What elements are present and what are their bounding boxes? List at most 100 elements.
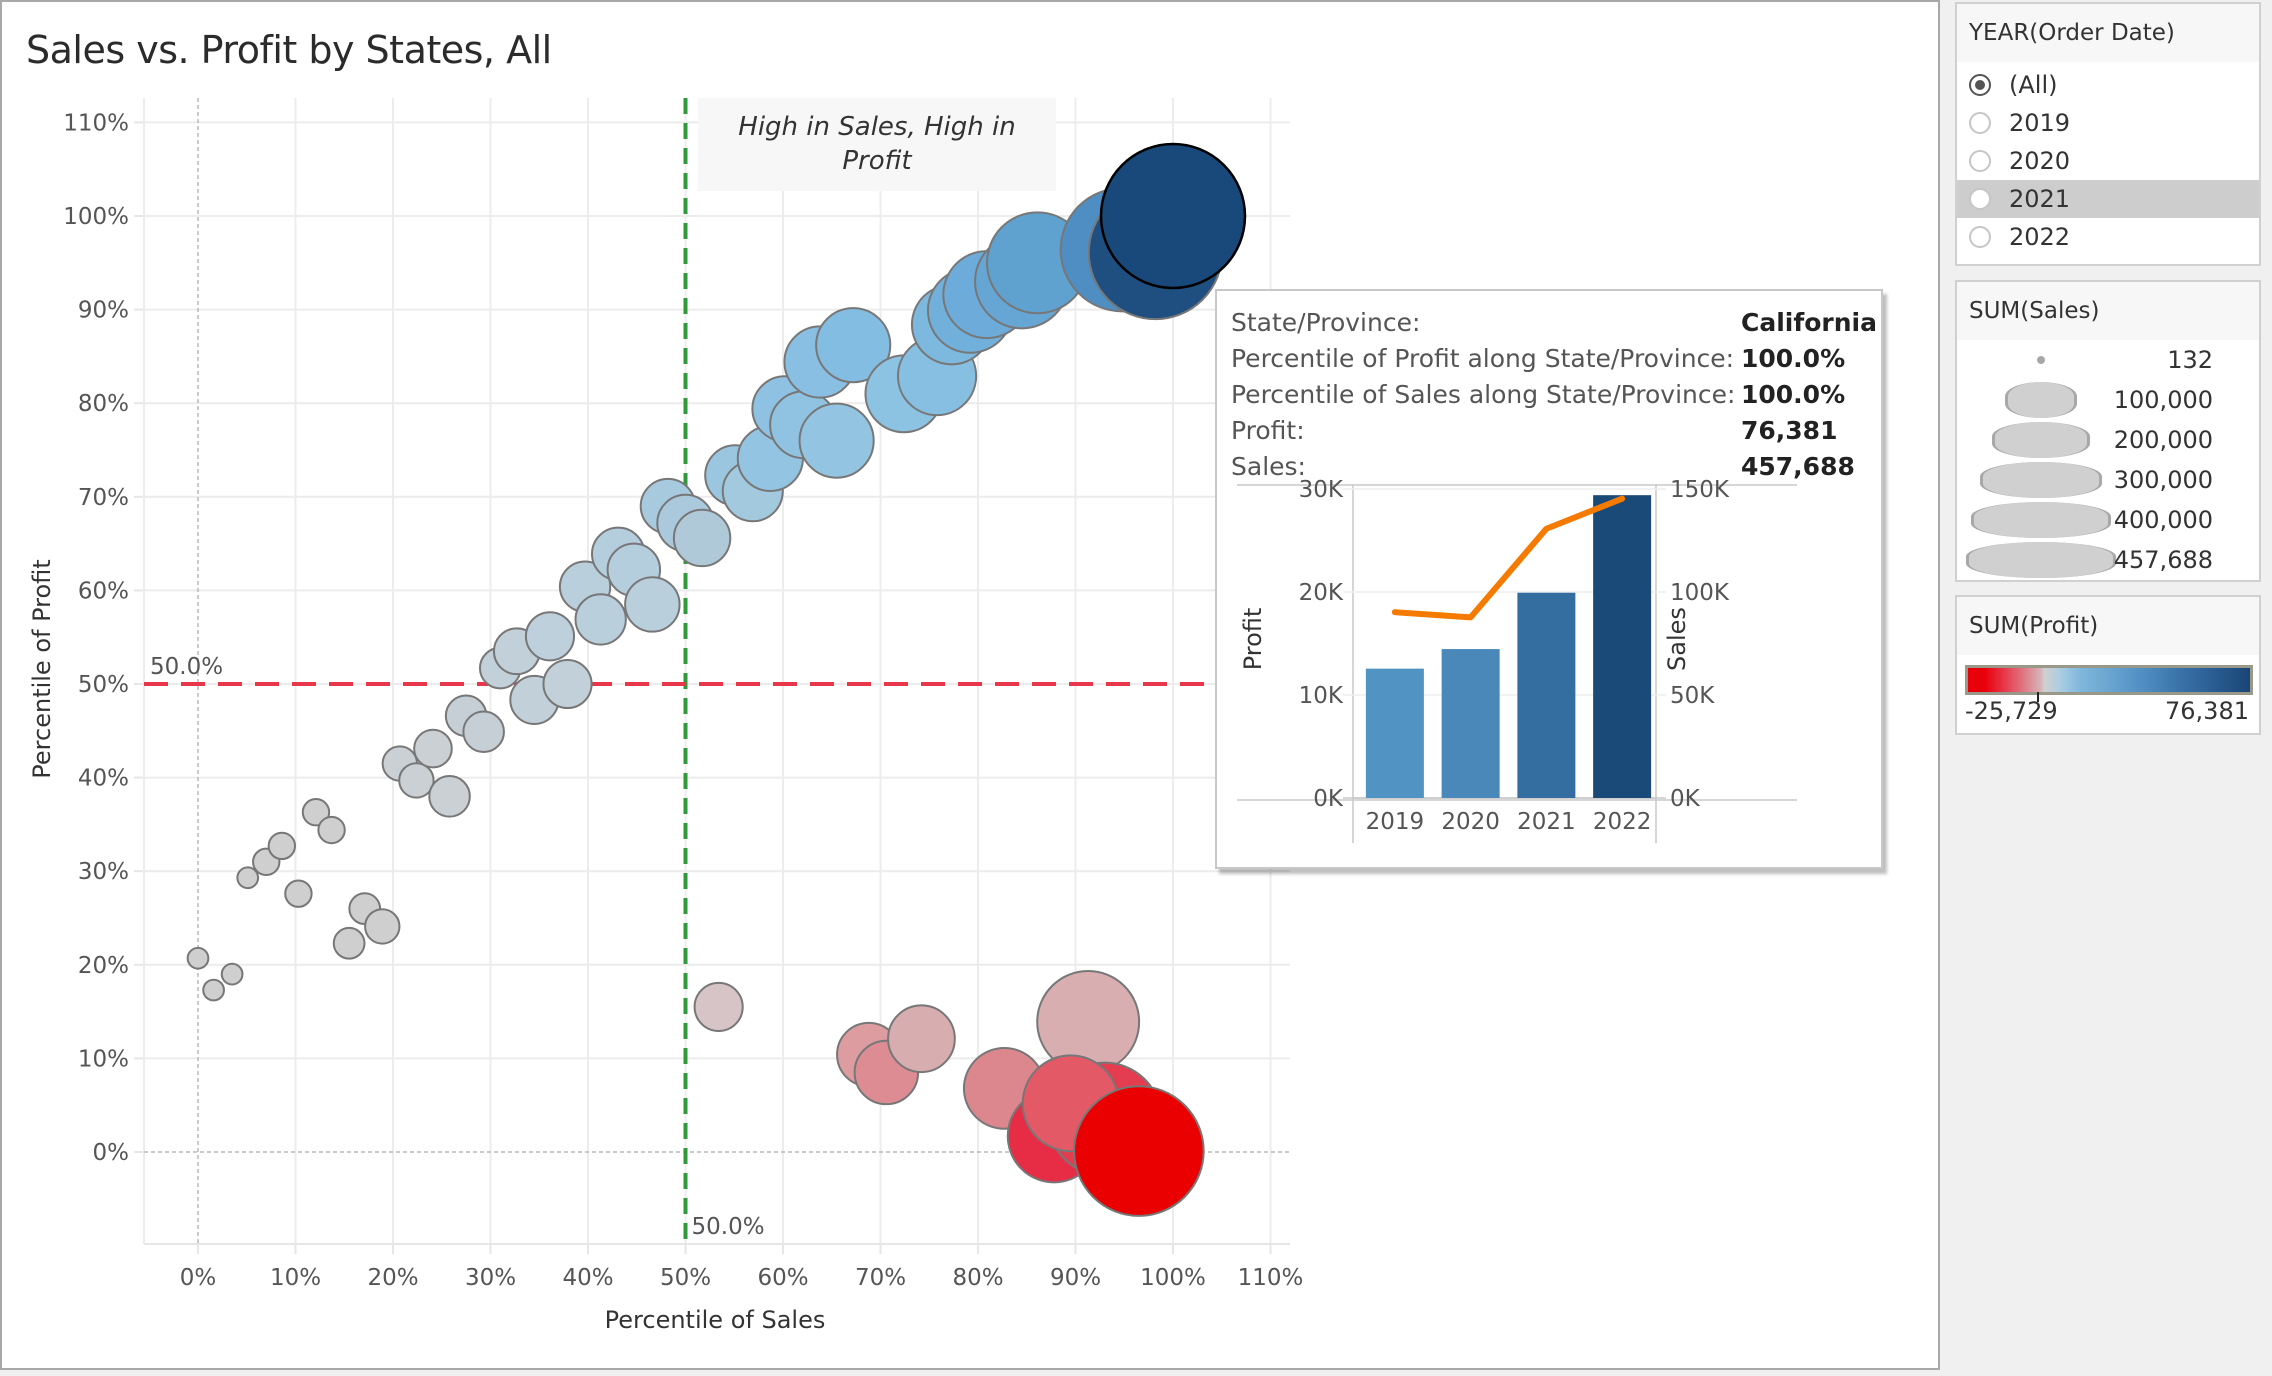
radio-unselected-icon[interactable] bbox=[1969, 226, 1991, 248]
radio-selected-icon[interactable] bbox=[1969, 74, 1991, 96]
state-mark[interactable] bbox=[428, 775, 471, 818]
x-tick-label: 70% bbox=[855, 1265, 906, 1291]
profit-bar[interactable] bbox=[1441, 649, 1500, 798]
tooltip-right-tick: 100K bbox=[1670, 580, 1730, 606]
size-legend-label: 457,688 bbox=[2113, 546, 2213, 574]
size-legend-circle bbox=[1980, 462, 2102, 498]
state-mark[interactable] bbox=[524, 611, 576, 662]
state-mark[interactable] bbox=[815, 307, 892, 384]
state-mark[interactable] bbox=[364, 908, 401, 945]
profit-bar[interactable] bbox=[1593, 495, 1652, 798]
state-mark[interactable] bbox=[574, 593, 627, 646]
x-tick-label: 40% bbox=[562, 1265, 613, 1291]
year-option[interactable]: 2022 bbox=[1957, 218, 2259, 256]
x-tick-label: 20% bbox=[367, 1265, 418, 1291]
state-mark[interactable] bbox=[1036, 969, 1141, 1074]
tooltip-chart-bars bbox=[1365, 495, 1652, 798]
state-mark[interactable] bbox=[1073, 1085, 1205, 1217]
main-view: Sales vs. Profit by States, All 50.0% 50.… bbox=[0, 0, 1940, 1370]
radio-unselected-icon[interactable] bbox=[1969, 188, 1991, 210]
x-tick-label: 60% bbox=[757, 1265, 808, 1291]
tooltip-field-label: State/Province: bbox=[1231, 308, 1421, 337]
tooltip-left-tick: 20K bbox=[1299, 580, 1344, 606]
state-mark[interactable] bbox=[301, 798, 331, 827]
color-legend-max: 76,381 bbox=[2165, 697, 2249, 725]
tooltip-left-tick: 30K bbox=[1299, 477, 1344, 503]
tooltip-field-value: California bbox=[1741, 308, 1877, 337]
state-mark[interactable] bbox=[398, 762, 435, 799]
state-mark[interactable] bbox=[236, 866, 260, 890]
state-mark[interactable] bbox=[672, 508, 732, 568]
state-mark[interactable] bbox=[542, 658, 593, 710]
tooltip-category-label: 2020 bbox=[1441, 809, 1500, 835]
state-mark[interactable] bbox=[462, 710, 505, 754]
tooltip-field-label: Sales: bbox=[1231, 452, 1306, 481]
year-option-label: 2021 bbox=[2009, 185, 2071, 213]
y-tick-label: 100% bbox=[63, 204, 129, 230]
state-mark[interactable] bbox=[220, 962, 244, 986]
tooltip-right-tick: 50K bbox=[1670, 683, 1715, 709]
state-mark[interactable] bbox=[317, 815, 346, 845]
tooltip-left-tick: 0K bbox=[1313, 786, 1344, 812]
sales-reference-label: 50.0% bbox=[692, 1214, 765, 1240]
profit-color-legend: SUM(Profit) -25,729 76,381 bbox=[1955, 595, 2261, 735]
radio-unselected-icon[interactable] bbox=[1969, 150, 1991, 172]
year-option[interactable]: 2019 bbox=[1957, 104, 2259, 142]
year-option-label: (All) bbox=[2009, 71, 2058, 99]
color-gradient-bar bbox=[1965, 665, 2253, 695]
size-legend-label: 200,000 bbox=[2113, 426, 2213, 454]
size-legend-circle bbox=[1966, 542, 2116, 578]
x-tick-label: 0% bbox=[180, 1265, 217, 1291]
year-option[interactable]: 2021 bbox=[1957, 180, 2259, 218]
y-tick-label: 110% bbox=[63, 110, 129, 136]
state-mark[interactable] bbox=[332, 926, 366, 960]
year-option[interactable]: 2020 bbox=[1957, 142, 2259, 180]
size-legend-title: SUM(Sales) bbox=[1957, 282, 2259, 340]
state-mark[interactable] bbox=[267, 831, 297, 861]
tooltip-field-value: 76,381 bbox=[1741, 416, 1838, 445]
profit-bar[interactable] bbox=[1365, 668, 1424, 798]
state-mark[interactable] bbox=[624, 576, 681, 633]
size-legend-item: 400,000 bbox=[1957, 500, 2259, 540]
state-mark[interactable] bbox=[798, 402, 875, 479]
tooltip-category-label: 2022 bbox=[1593, 809, 1652, 835]
tooltip-field-label: Profit: bbox=[1231, 416, 1305, 445]
state-mark[interactable] bbox=[284, 879, 313, 908]
state-mark[interactable] bbox=[887, 1004, 956, 1074]
tooltip-chart: 0K 10K 20K 30K 0K 50K 100K 150K 2019 2020 2021 2022… bbox=[1237, 477, 1797, 843]
y-tick-label: 50% bbox=[78, 672, 129, 698]
state-mark[interactable] bbox=[693, 981, 744, 1032]
tooltip: State/Province: California Percentile of P… bbox=[1215, 289, 1883, 869]
quadrant-annotation: High in Sales, High in Profit bbox=[698, 98, 1056, 191]
tooltip-chart-line bbox=[1391, 495, 1626, 621]
tooltip-field-value: 457,688 bbox=[1741, 452, 1855, 481]
tooltip-right-tick: 0K bbox=[1670, 786, 1701, 812]
reference-lines: 50.0% 50.0% bbox=[144, 98, 1290, 1244]
y-axis-title: Percentile of Profit bbox=[28, 559, 56, 778]
x-tick-label: 30% bbox=[465, 1265, 516, 1291]
sales-size-legend: SUM(Sales) 132 100,000 200,000 300,000 400,0… bbox=[1955, 280, 2261, 582]
y-tick-label: 40% bbox=[78, 766, 129, 792]
size-legend-circle bbox=[2037, 356, 2045, 364]
year-filter-title: YEAR(Order Date) bbox=[1957, 4, 2259, 62]
x-tick-label: 110% bbox=[1238, 1265, 1304, 1291]
x-axis-ticks: 0% 10% 20% 30% 40% 50% 60% 70% 80% 90% 100% 110% bbox=[180, 1265, 1304, 1291]
radio-unselected-icon[interactable] bbox=[1969, 112, 1991, 134]
y-axis-ticks: 0% 10% 20% 30% 40% 50% 60% 70% 80% 90% 100% 110% bbox=[63, 110, 129, 1166]
state-mark[interactable] bbox=[413, 728, 453, 769]
size-legend-label: 400,000 bbox=[2113, 506, 2213, 534]
state-mark[interactable] bbox=[186, 946, 210, 970]
year-option[interactable]: (All) bbox=[1957, 66, 2259, 104]
state-mark-selected[interactable] bbox=[1099, 142, 1247, 290]
size-legend-circle bbox=[1992, 422, 2090, 458]
profit-bar[interactable] bbox=[1517, 592, 1576, 798]
size-legend-item: 200,000 bbox=[1957, 420, 2259, 460]
color-legend-title: SUM(Profit) bbox=[1957, 597, 2259, 655]
data-points bbox=[186, 142, 1247, 1217]
x-tick-label: 100% bbox=[1140, 1265, 1206, 1291]
sales-line[interactable] bbox=[1391, 495, 1626, 621]
y-tick-label: 0% bbox=[93, 1140, 130, 1166]
annotation-line-2: Profit bbox=[842, 146, 912, 176]
size-legend-item: 132 bbox=[1957, 340, 2259, 380]
state-mark[interactable] bbox=[202, 978, 225, 1002]
